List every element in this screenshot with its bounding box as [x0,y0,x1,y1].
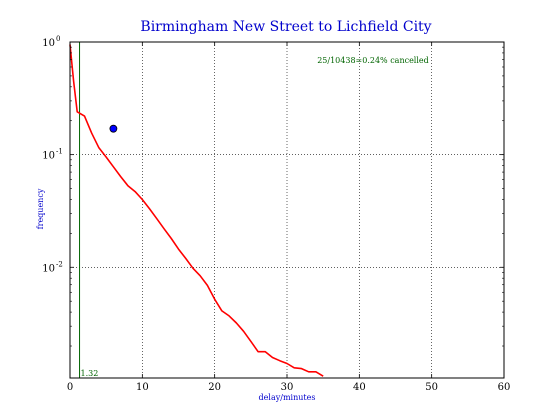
x-tick-label: 20 [208,382,221,393]
mean-delay-label: 1.32 [81,369,99,378]
chart-title: Birmingham New Street to Lichfield City [140,19,431,35]
y-tick-label: 10 [42,263,55,274]
x-axis-label: delay/minutes [259,393,316,402]
x-tick-label: 0 [67,382,73,393]
delay-frequency-line [69,44,324,377]
series-layer: 1.32 [69,42,324,378]
y-tick-label: 10 [42,151,55,162]
y-tick-exponent: -1 [56,148,63,156]
grid-lines [70,42,504,378]
annotation-cancelled: 25/10438=0.24% cancelled [317,56,429,65]
x-tick-label: 40 [353,382,366,393]
x-tick-label: 30 [281,382,294,393]
x-tick-label: 60 [498,382,511,393]
x-tick-label: 10 [136,382,149,393]
y-tick-exponent: -2 [56,260,63,268]
cancelled-fraction-marker [109,124,118,133]
y-tick-label: 10 [42,38,55,49]
y-tick-exponent: 0 [56,35,60,43]
y-axis-label: frequency [36,188,45,229]
x-tick-label: 50 [425,382,438,393]
